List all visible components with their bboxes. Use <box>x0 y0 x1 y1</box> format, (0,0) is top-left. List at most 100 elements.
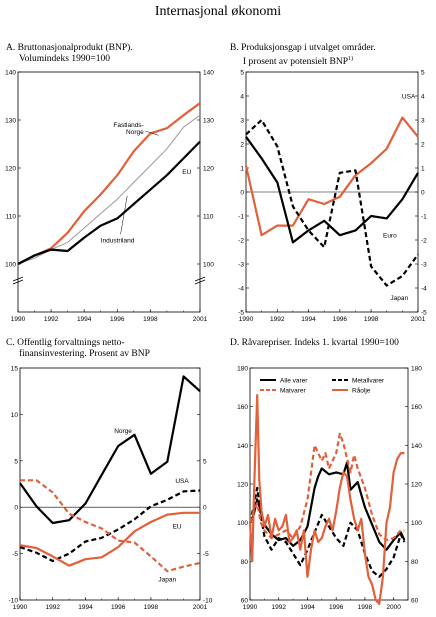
series-label: Euro <box>383 233 397 240</box>
y-tick-label: -3 <box>238 262 244 269</box>
y-tick-label-right: -5 <box>203 551 209 558</box>
x-tick-label: 1998 <box>144 604 159 611</box>
series-label: Fastlands- <box>113 122 143 129</box>
series-label: USA <box>402 93 416 100</box>
y-tick-label: -5 <box>12 551 18 558</box>
y-tick-label: 100 <box>5 262 16 269</box>
series-line-eu <box>19 511 200 567</box>
x-tick-label: 1998 <box>364 316 379 323</box>
y-tick-label-right: -10 <box>203 598 213 605</box>
y-tick-label-right: 160 <box>411 404 422 411</box>
x-tick-label: 1998 <box>143 316 158 323</box>
x-tick-label: 2001 <box>193 316 208 323</box>
series-label: EU <box>173 524 182 531</box>
y-tick-label-right: 130 <box>203 118 214 125</box>
y-tick-label: 140 <box>237 443 248 450</box>
y-tick-label-right: 120 <box>203 166 214 173</box>
chart-a: 100 110 120 130 140 100 110 120 130 140 1990 1992 19… <box>5 70 214 324</box>
x-tick-label: 2001 <box>411 316 426 323</box>
y-tick-label-right: 100 <box>203 262 214 269</box>
series-label: Japan <box>390 295 408 302</box>
chart-b: -5 -4 -3 -2 -1 0 1 2 3 4 5 -5 -4 -3 -2 -1 0 1 2 3 4 5 1990 1992… <box>238 70 427 324</box>
legend-label: Matvarer <box>280 388 306 395</box>
y-tick-label: 160 <box>237 404 248 411</box>
series-label: Norge <box>114 428 132 435</box>
series-line-r-olje <box>248 393 405 605</box>
axis-break-mark <box>194 276 206 282</box>
page-title: Internasjonal økonomi <box>154 4 282 19</box>
y-tick-label-right: 0 <box>203 505 207 512</box>
y-tick-label-right: 60 <box>411 598 419 605</box>
axis-break-mark <box>194 279 206 285</box>
y-tick-label: 3 <box>240 118 244 125</box>
x-tick-label: 1992 <box>271 604 286 611</box>
series-line-euro <box>245 136 419 244</box>
y-tick-label-right: -2 <box>421 238 427 245</box>
legend-label: Metallvarer <box>352 378 385 385</box>
y-tick-label: 0 <box>14 505 18 512</box>
y-tick-label-right: 180 <box>411 366 422 373</box>
series-line-japan <box>245 118 419 287</box>
x-tick-label: 1990 <box>243 604 258 611</box>
x-tick-label: 1994 <box>301 316 316 323</box>
x-tick-label: 1994 <box>78 604 93 611</box>
y-tick-label: 4 <box>240 94 244 101</box>
x-tick-label: 2001 <box>193 604 208 611</box>
x-tick-label: 1994 <box>300 604 315 611</box>
y-tick-label-right: -4 <box>421 286 427 293</box>
series-label: EU <box>182 169 191 176</box>
plot-frame <box>17 71 201 313</box>
x-tick-label: 1990 <box>11 316 26 323</box>
y-tick-label-right: -1 <box>421 214 427 221</box>
y-tick-label-right: 140 <box>411 443 422 450</box>
y-tick-label: 120 <box>5 166 16 173</box>
y-tick-label: 120 <box>237 482 248 489</box>
series-label: Norge <box>126 129 144 136</box>
y-tick-label: 5 <box>14 458 18 465</box>
y-tick-label-right: 0 <box>421 190 425 197</box>
x-tick-label: 1992 <box>44 316 59 323</box>
x-tick-label: 1992 <box>270 316 285 323</box>
axis-break-mark <box>12 276 24 282</box>
y-tick-label: 140 <box>5 70 16 77</box>
y-tick-label-right: 2 <box>421 142 425 149</box>
x-tick-label: 1996 <box>111 604 126 611</box>
y-tick-label-right: 3 <box>421 118 425 125</box>
y-tick-label-right: 5 <box>421 70 425 77</box>
x-tick-label: 1994 <box>77 316 92 323</box>
y-tick-label: -5 <box>238 310 244 317</box>
y-tick-label-right: 1 <box>421 166 425 173</box>
legend-label: Alle varer <box>280 378 308 385</box>
series-label: Japan <box>158 576 176 583</box>
series-line-alle-varer <box>249 461 406 551</box>
y-tick-label: -2 <box>238 238 244 245</box>
series-line-metallvarer <box>248 486 406 578</box>
y-tick-label: 110 <box>6 214 17 221</box>
y-tick-label: 1 <box>240 166 244 173</box>
label-leader-line <box>120 195 128 235</box>
y-tick-label: -10 <box>9 598 19 605</box>
y-tick-label: -1 <box>238 214 244 221</box>
y-tick-label: 130 <box>5 118 16 125</box>
x-tick-label: 2000 <box>386 604 401 611</box>
x-tick-label: 1996 <box>333 316 348 323</box>
plot-frame <box>19 367 201 601</box>
y-tick-label: 180 <box>237 366 248 373</box>
axis-break-mark <box>12 279 24 285</box>
x-tick-label: 1996 <box>110 316 125 323</box>
y-tick-label-right: 5 <box>203 458 207 465</box>
series-line-norge <box>19 375 201 525</box>
series-label: USA <box>175 478 189 485</box>
panel-d-title: D. Råvarepriser. Indeks 1. kvartal 1990=… <box>230 338 399 348</box>
y-tick-label-right: 100 <box>411 520 422 527</box>
x-tick-label: 1990 <box>239 316 254 323</box>
panel-b-title: B. Produksjonsgap i utvalget områder. I p… <box>230 43 376 68</box>
y-tick-label-right: 120 <box>411 482 422 489</box>
y-tick-label: 60 <box>241 598 249 605</box>
x-tick-label: 1992 <box>45 604 60 611</box>
y-tick-label: 15 <box>11 366 19 373</box>
y-tick-label-right: 110 <box>203 214 214 221</box>
legend-label: Råolje <box>352 387 371 395</box>
y-tick-label: 80 <box>241 559 249 566</box>
y-tick-label-right: -5 <box>421 310 427 317</box>
